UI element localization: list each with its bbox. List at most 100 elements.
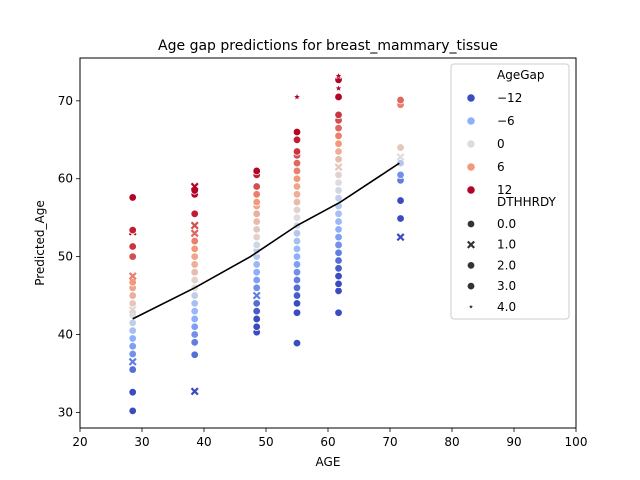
data-point <box>252 209 261 218</box>
legend-style-marker <box>466 219 476 229</box>
legend-hue-swatch <box>466 185 476 195</box>
trend-line <box>132 162 400 320</box>
data-point <box>128 357 137 366</box>
data-point <box>334 147 343 156</box>
x-axis-label: AGE <box>316 455 341 469</box>
data-point <box>128 252 137 261</box>
y-axis: 30 40 50 60 70 <box>58 94 80 419</box>
data-point <box>334 110 343 120</box>
data-point <box>252 322 261 331</box>
legend-hue-swatch <box>466 162 476 172</box>
data-point <box>190 330 199 339</box>
data-point <box>334 240 343 250</box>
points-layer <box>128 71 405 416</box>
data-point <box>334 131 343 141</box>
data-point <box>190 252 199 261</box>
x-tick-label: 50 <box>258 435 273 449</box>
x-axis: 20 30 40 50 60 70 80 90 100 <box>72 428 587 449</box>
data-point <box>334 178 343 187</box>
data-point <box>334 209 343 218</box>
x-tick-label: 30 <box>134 435 149 449</box>
data-point <box>190 299 199 308</box>
data-point <box>334 163 343 172</box>
data-point <box>334 217 343 226</box>
data-point <box>190 314 199 324</box>
data-point <box>252 182 261 191</box>
legend-style-label: 3.0 <box>497 279 516 293</box>
data-point <box>128 272 137 281</box>
data-point <box>334 264 343 273</box>
data-point <box>128 291 137 300</box>
data-point <box>252 299 261 308</box>
data-point <box>252 197 261 207</box>
legend-hue-title: AgeGap <box>497 68 544 82</box>
data-point <box>292 158 302 168</box>
data-point <box>292 174 302 183</box>
data-point <box>292 213 302 222</box>
data-point <box>128 334 137 343</box>
data-point <box>292 127 302 137</box>
data-point <box>292 299 302 308</box>
legend-hue-label: −12 <box>497 91 522 105</box>
data-point <box>252 314 261 324</box>
data-point <box>190 236 199 246</box>
data-point <box>334 232 343 242</box>
data-point <box>128 365 137 374</box>
data-point <box>334 139 343 148</box>
data-point <box>128 193 137 202</box>
data-point <box>334 84 343 92</box>
legend-hue-label: 0 <box>497 137 505 151</box>
data-point <box>190 229 199 238</box>
legend-hue-swatch <box>466 116 476 126</box>
data-point <box>334 308 343 317</box>
data-point <box>252 306 261 316</box>
data-point <box>128 387 137 397</box>
data-point <box>292 197 302 207</box>
legend-style-label: 0.0 <box>497 217 516 231</box>
legend-hue-label: 6 <box>497 160 505 174</box>
data-point <box>190 387 199 396</box>
data-point <box>334 279 343 289</box>
legend-style-label: 4.0 <box>497 300 516 314</box>
data-point <box>128 349 137 359</box>
data-point <box>190 275 199 285</box>
data-point <box>334 92 343 102</box>
data-point <box>334 123 343 133</box>
data-point <box>292 252 302 261</box>
data-point <box>190 291 199 300</box>
data-point <box>128 318 137 328</box>
data-point <box>252 240 261 250</box>
data-point <box>128 299 137 308</box>
data-point <box>128 278 137 287</box>
data-point <box>252 217 261 226</box>
legend-style-label: 2.0 <box>497 258 516 272</box>
x-tick-label: 80 <box>444 435 459 449</box>
data-point <box>190 322 199 331</box>
data-point <box>190 338 199 347</box>
data-point <box>190 209 199 218</box>
data-point <box>190 260 199 269</box>
data-point <box>292 268 302 277</box>
data-point <box>292 92 302 101</box>
data-point <box>292 291 302 300</box>
y-tick-label: 30 <box>58 405 73 419</box>
data-point <box>252 268 261 277</box>
y-tick-label: 60 <box>58 172 73 186</box>
x-tick-label: 60 <box>320 435 335 449</box>
data-point <box>292 147 302 156</box>
data-point <box>128 305 137 314</box>
y-tick-label: 40 <box>58 328 73 342</box>
data-point <box>292 283 302 292</box>
data-point <box>128 326 137 335</box>
data-point <box>396 152 405 161</box>
x-tick-label: 90 <box>506 435 521 449</box>
data-point <box>128 406 137 416</box>
legend-hue-swatch <box>466 139 476 149</box>
data-point <box>334 170 343 180</box>
data-point <box>292 244 302 254</box>
data-point <box>334 186 343 195</box>
data-point <box>252 275 261 285</box>
data-point <box>292 236 302 246</box>
data-point <box>334 256 343 265</box>
